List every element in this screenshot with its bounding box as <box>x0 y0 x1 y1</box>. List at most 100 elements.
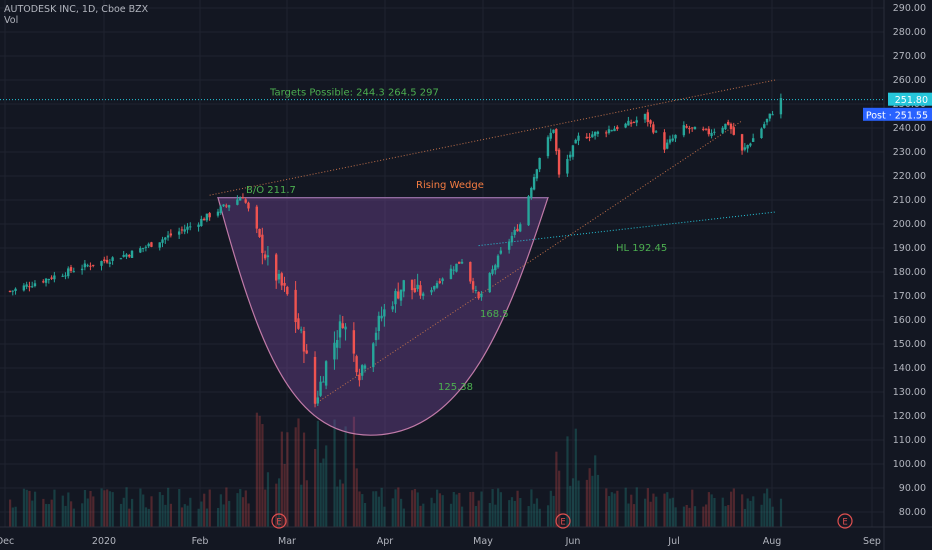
volume-bar <box>644 498 647 527</box>
candle-body <box>89 265 92 267</box>
volume-bar <box>180 507 184 527</box>
candle-body <box>480 293 483 298</box>
time-tick-label: 2020 <box>92 536 116 547</box>
price-tick-label: 90.00 <box>899 483 926 494</box>
candle-body <box>765 118 769 123</box>
volume-bar <box>763 493 766 527</box>
volume-bar <box>413 488 417 527</box>
candle-body <box>499 250 503 254</box>
candle-body <box>591 134 594 138</box>
candle-body <box>377 315 381 332</box>
candle-body <box>64 275 67 277</box>
volume-bar <box>70 501 73 527</box>
candle-body <box>322 381 325 383</box>
candle-body <box>535 169 539 179</box>
volume-bar <box>546 505 550 527</box>
annotations: Targets Possible: 244.3 264.5 297 B/O 211… <box>246 88 667 393</box>
candle-body <box>433 286 436 290</box>
candle-body <box>713 131 716 133</box>
candle-body <box>275 254 278 281</box>
volume-bar <box>108 491 112 527</box>
volume-bar <box>458 492 461 527</box>
candle-body <box>169 233 173 236</box>
volume-bar <box>533 503 536 527</box>
volume-bar <box>685 504 688 527</box>
candle-body <box>557 149 561 175</box>
price-axis[interactable]: 290.00280.00270.00260.00250.00240.00230.… <box>863 0 932 550</box>
candle-body <box>610 130 613 132</box>
volume-bar <box>713 498 716 527</box>
candle-body <box>496 255 500 268</box>
volume-bar <box>189 497 192 527</box>
candle-body <box>530 187 533 198</box>
volume-bar <box>480 491 483 527</box>
volume-bar <box>216 507 220 527</box>
volume-bar <box>161 495 164 527</box>
volume-bars <box>9 412 783 527</box>
candle-body <box>216 211 220 216</box>
volume-bar <box>449 503 453 527</box>
volume-bar <box>527 506 530 527</box>
candle-body <box>125 254 128 257</box>
candle-body <box>632 122 636 124</box>
volume-bar <box>258 415 261 527</box>
candle-body <box>28 286 31 288</box>
volume-bar <box>488 503 491 527</box>
volume-bar <box>239 489 242 527</box>
candle-body <box>593 131 597 136</box>
volume-bar <box>81 503 84 527</box>
candle-body <box>577 135 580 141</box>
volume-bar <box>228 500 231 527</box>
volume-bar <box>11 507 14 527</box>
candle-body <box>568 154 572 158</box>
candle-body <box>693 126 697 130</box>
time-axis[interactable]: Dec 2020 Feb Mar Apr May Jun Jul Aug Sep <box>0 526 932 547</box>
time-tick-label: Jun <box>565 536 581 547</box>
price-tag-label: 251.80 <box>895 95 928 106</box>
candle-body <box>452 269 455 271</box>
volume-bar <box>319 462 322 527</box>
candle-body <box>507 241 511 250</box>
volume-bar <box>741 494 744 527</box>
candle-body <box>14 288 17 292</box>
candle-body <box>710 132 713 137</box>
candle-body <box>202 218 206 221</box>
candle-body <box>111 257 114 261</box>
volume-bar <box>596 474 600 527</box>
candle-body <box>671 138 674 141</box>
candle-body <box>283 283 286 286</box>
earnings-marker-label: E <box>560 518 565 528</box>
candle-body <box>358 374 361 381</box>
volume-bar <box>494 504 497 527</box>
volume-bar <box>655 496 658 527</box>
candle-body <box>494 265 497 271</box>
time-tick-label: Sep <box>863 536 881 547</box>
candle-body <box>413 288 417 293</box>
candle-body <box>771 114 774 116</box>
breakout-label: B/O 211.7 <box>246 185 296 196</box>
volume-bar <box>508 500 511 527</box>
volume-bar <box>61 495 64 527</box>
volume-bar <box>25 489 28 527</box>
candle-body <box>629 122 633 124</box>
candle-body <box>596 131 600 134</box>
candle-body <box>477 291 480 299</box>
candle-body <box>297 318 300 329</box>
candle-body <box>674 134 677 139</box>
cup-pattern-area <box>217 197 549 436</box>
volume-bar <box>222 504 225 527</box>
volume-label: Vol <box>4 15 19 26</box>
volume-bar <box>411 490 414 527</box>
price-tick-label: 280.00 <box>893 27 926 38</box>
symbol-title[interactable]: AUTODESK INC, 1D, Cboe BZX <box>4 4 149 15</box>
volume-bar <box>497 488 500 527</box>
candle-body <box>668 139 672 143</box>
candle-body <box>8 290 12 292</box>
volume-bar <box>47 504 51 527</box>
pattern-drawings <box>0 79 884 436</box>
candle-body <box>333 342 336 360</box>
volume-bar <box>691 489 694 527</box>
price-tag-background <box>888 92 932 106</box>
